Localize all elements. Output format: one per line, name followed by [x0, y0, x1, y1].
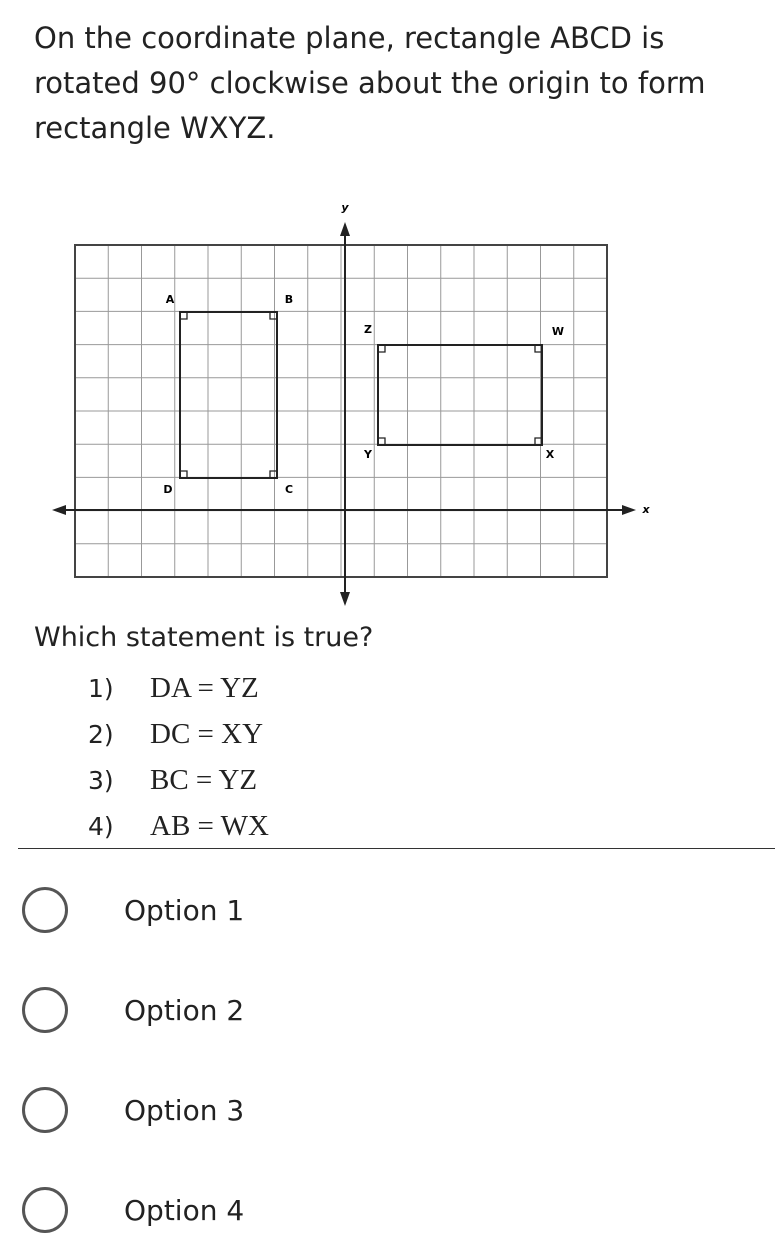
right-angle	[378, 437, 386, 445]
right-angle	[269, 312, 277, 320]
arrow	[622, 505, 636, 515]
radio-button[interactable]	[22, 1187, 68, 1233]
grid-border	[74, 244, 608, 578]
right-angle	[180, 312, 188, 320]
axis-label: y	[341, 201, 349, 214]
vertex-label: Y	[363, 448, 373, 461]
question: On the coordinate plane, rectangle ABCD …	[34, 21, 706, 145]
option-label: Option 2	[124, 993, 245, 1027]
vertex-label: A	[166, 293, 175, 306]
rectangle-abcd	[179, 311, 278, 479]
axis-label: x	[641, 503, 650, 516]
statement-number: 1)	[88, 674, 114, 703]
statement: 4) AB = WX	[88, 810, 269, 843]
statement-number: 4)	[88, 812, 114, 841]
radio-button[interactable]	[22, 887, 68, 933]
option-label: Option 4	[124, 1193, 245, 1227]
radio-button[interactable]	[22, 1087, 68, 1133]
statement-text: DC = XY	[150, 718, 264, 750]
option[interactable]: Option 1	[22, 886, 244, 934]
statement: 2) DC = XY	[88, 718, 263, 751]
right-angle	[534, 437, 542, 445]
vertex-label: X	[546, 448, 555, 461]
option[interactable]: Option 2	[22, 986, 244, 1034]
arrow	[52, 505, 66, 515]
statement-text: BC = YZ	[150, 764, 258, 796]
vertex-label: W	[552, 325, 564, 338]
graph: y x A B C D W X Y Z	[52, 201, 650, 606]
radio-button[interactable]	[22, 987, 68, 1033]
separator	[18, 848, 775, 849]
right-angle	[534, 345, 542, 353]
vertex-label: D	[163, 483, 172, 496]
right-angle	[180, 470, 188, 478]
statement-text: DA = YZ	[150, 672, 259, 704]
prompt: Which statement is true?	[34, 622, 374, 653]
statement-text: AB = WX	[150, 810, 269, 842]
rectangle-wxyz	[377, 344, 543, 446]
arrow	[340, 222, 350, 236]
option[interactable]: Option 3	[22, 1086, 244, 1134]
statement: 3) BC = YZ	[88, 764, 257, 797]
statement-number: 2)	[88, 720, 114, 749]
arrow	[340, 592, 350, 606]
option-label: Option 1	[124, 893, 245, 927]
option-label: Option 3	[124, 1093, 245, 1127]
vertex-label: Z	[364, 323, 372, 336]
right-angle	[269, 470, 277, 478]
vertex-label: B	[285, 293, 293, 306]
statement-number: 3)	[88, 766, 114, 795]
statement: 1) DA = YZ	[88, 672, 259, 705]
option[interactable]: Option 4	[22, 1186, 244, 1234]
right-angle	[378, 345, 386, 353]
vertex-label: C	[285, 483, 293, 496]
